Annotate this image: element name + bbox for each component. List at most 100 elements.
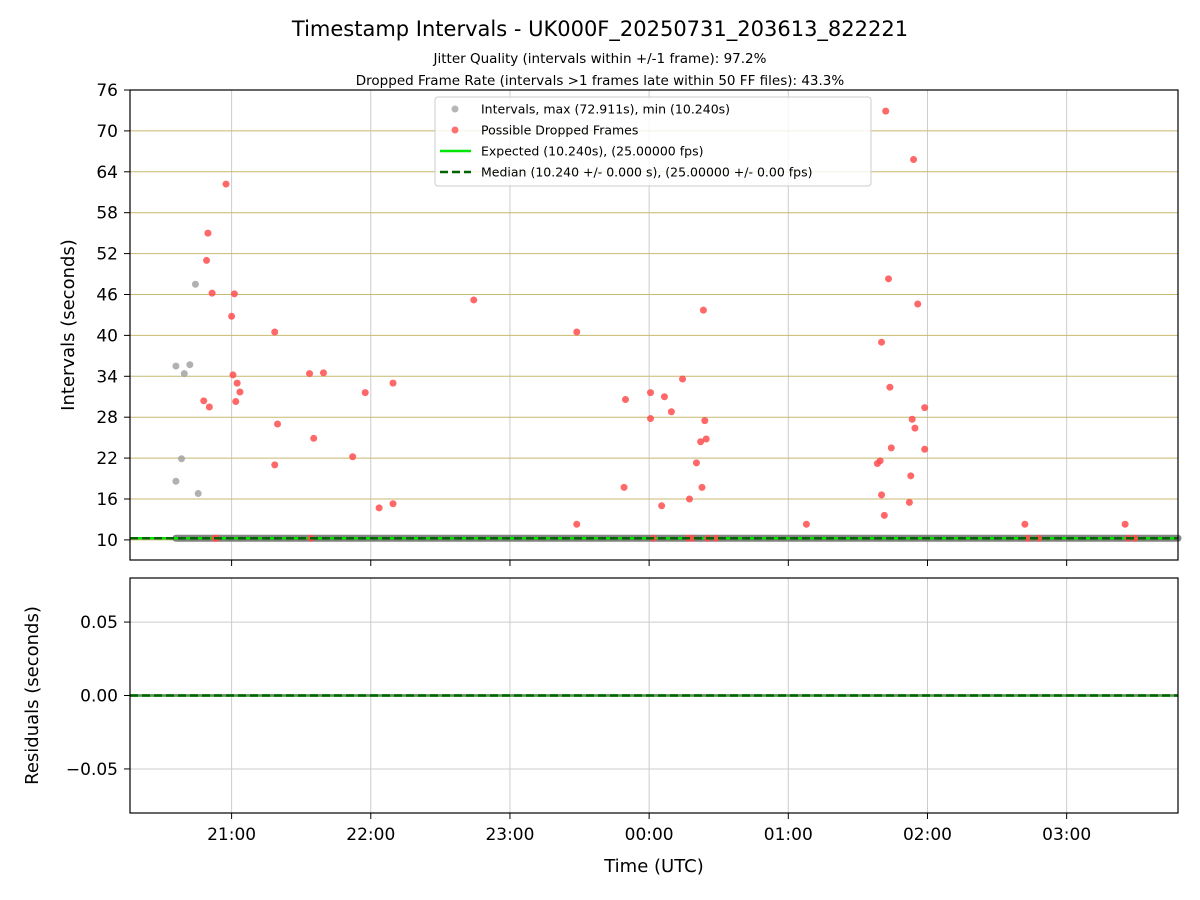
dropped-frame-point xyxy=(698,483,706,491)
dropped-frame-point xyxy=(647,389,655,397)
x-tick-label: 22:00 xyxy=(346,825,395,845)
dropped-frame-point xyxy=(306,370,314,378)
x-axis-label: Time (UTC) xyxy=(603,856,704,877)
dropped-frame-point xyxy=(876,457,884,465)
dropped-frame-point xyxy=(389,500,397,508)
dropped-frame-point xyxy=(702,435,710,443)
dropped-frame-point xyxy=(1131,534,1139,542)
dropped-frame-point xyxy=(375,504,383,512)
dropped-frame-point xyxy=(230,290,238,298)
y-tick-label: 10 xyxy=(96,531,118,551)
x-tick-label: 21:00 xyxy=(207,825,256,845)
interval-point xyxy=(194,490,202,498)
dropped-frame-point xyxy=(204,229,212,237)
dropped-frame-point xyxy=(914,300,922,308)
dropped-frame-point xyxy=(910,156,918,164)
y-tick-label: 70 xyxy=(96,122,118,142)
y-tick-label: 34 xyxy=(96,367,118,387)
dropped-frame-point xyxy=(699,306,707,314)
y-tick-label: −0.05 xyxy=(66,760,118,780)
intervals-y-ticks: 10 16 22 28 34 40 46 52 58 64 70 76 xyxy=(96,81,130,551)
dropped-frame-point xyxy=(712,534,720,542)
y-tick-label: 0.05 xyxy=(80,613,118,633)
dropped-frame-point xyxy=(271,461,279,469)
dropped-frame-point xyxy=(232,398,240,406)
dropped-frame-point xyxy=(319,369,327,377)
legend-median-label: Median (10.240 +/- 0.000 s), (25.00000 +… xyxy=(481,165,812,180)
dropped-frame-point xyxy=(1021,520,1029,528)
dropped-frame-point xyxy=(685,495,693,503)
figure-subtitle-dropped: Dropped Frame Rate (intervals >1 frames … xyxy=(356,73,845,89)
legend-dropped-marker xyxy=(451,126,459,134)
intervals-panel: 10 16 22 28 34 40 46 52 58 64 70 76 Intervals (seco… xyxy=(58,81,1182,566)
dropped-frame-point xyxy=(887,444,895,452)
dropped-frame-point xyxy=(921,445,929,453)
x-tick-label: 03:00 xyxy=(1042,825,1091,845)
dropped-frame-point xyxy=(1024,534,1032,542)
dropped-frame-point xyxy=(701,417,709,425)
y-tick-label: 46 xyxy=(96,285,118,305)
dropped-frame-point xyxy=(802,520,810,528)
dropped-frame-point xyxy=(228,312,236,320)
dropped-frame-point xyxy=(229,371,237,379)
dropped-frame-point xyxy=(885,275,893,283)
dropped-frame-point xyxy=(203,256,211,264)
interval-point xyxy=(172,362,180,370)
intervals-axes-frame xyxy=(129,89,1179,561)
dropped-frame-point xyxy=(205,403,213,411)
dropped-frame-point xyxy=(470,296,478,304)
intervals-y-axis-label: Intervals (seconds) xyxy=(58,239,79,411)
interval-point xyxy=(180,370,188,378)
y-tick-label: 28 xyxy=(96,408,118,428)
dropped-frame-point xyxy=(647,415,655,423)
dropped-frame-point xyxy=(886,383,894,391)
dropped-frame-point xyxy=(236,388,244,396)
y-tick-label: 16 xyxy=(96,490,118,510)
intervals-x-ticks xyxy=(231,560,1068,566)
dropped-frame-point xyxy=(878,338,886,346)
dropped-frame-point xyxy=(907,472,915,480)
interval-point xyxy=(186,361,194,369)
legend-interval-marker xyxy=(451,105,459,113)
x-tick-label: 23:00 xyxy=(485,825,534,845)
dropped-frame-point xyxy=(389,379,397,387)
residuals-y-ticks: 0.05 0.00 −0.05 xyxy=(66,613,130,780)
legend-dropped-label: Possible Dropped Frames xyxy=(481,123,638,138)
dropped-frame-point xyxy=(878,491,886,499)
dropped-frame-point xyxy=(905,498,913,506)
y-tick-label: 40 xyxy=(96,326,118,346)
dropped-frame-point xyxy=(1121,520,1129,528)
dropped-frame-point xyxy=(573,520,581,528)
dropped-frame-point xyxy=(361,389,369,397)
dropped-frame-point xyxy=(921,404,929,412)
residuals-panel: 0.05 0.00 −0.05 21:00 22:00 23:00 00:00 01:00 0… xyxy=(22,577,1179,845)
dropped-frame-point xyxy=(573,328,581,336)
figure-subtitle-jitter: Jitter Quality (intervals within +/-1 fr… xyxy=(433,51,767,67)
legend-intervals-label: Intervals, max (72.911s), min (10.240s) xyxy=(481,102,730,117)
dropped-frame-point xyxy=(882,107,890,115)
dropped-frame-point xyxy=(271,328,279,336)
x-tick-label: 01:00 xyxy=(764,825,813,845)
figure-title: Timestamp Intervals - UK000F_20250731_20… xyxy=(291,17,908,42)
y-tick-label: 58 xyxy=(96,204,118,224)
dropped-frame-point xyxy=(692,459,700,467)
dropped-frame-point xyxy=(688,534,696,542)
y-tick-label: 22 xyxy=(96,449,118,469)
dropped-frame-point xyxy=(310,434,318,442)
y-tick-label: 0.00 xyxy=(80,687,118,707)
dropped-frame-point xyxy=(679,375,687,383)
dropped-frame-point xyxy=(620,483,628,491)
dropped-frame-point xyxy=(274,420,282,428)
y-tick-label: 64 xyxy=(96,163,118,183)
y-tick-label: 76 xyxy=(96,81,118,101)
dropped-frame-point xyxy=(1035,534,1043,542)
x-tick-label: 02:00 xyxy=(903,825,952,845)
dropped-frame-point xyxy=(200,397,208,405)
interval-point xyxy=(172,477,180,485)
legend-box xyxy=(434,96,872,187)
x-tick-label: 00:00 xyxy=(625,825,674,845)
interval-point xyxy=(177,455,185,463)
residuals-y-axis-label: Residuals (seconds) xyxy=(22,606,43,785)
dropped-frame-point xyxy=(697,438,705,446)
